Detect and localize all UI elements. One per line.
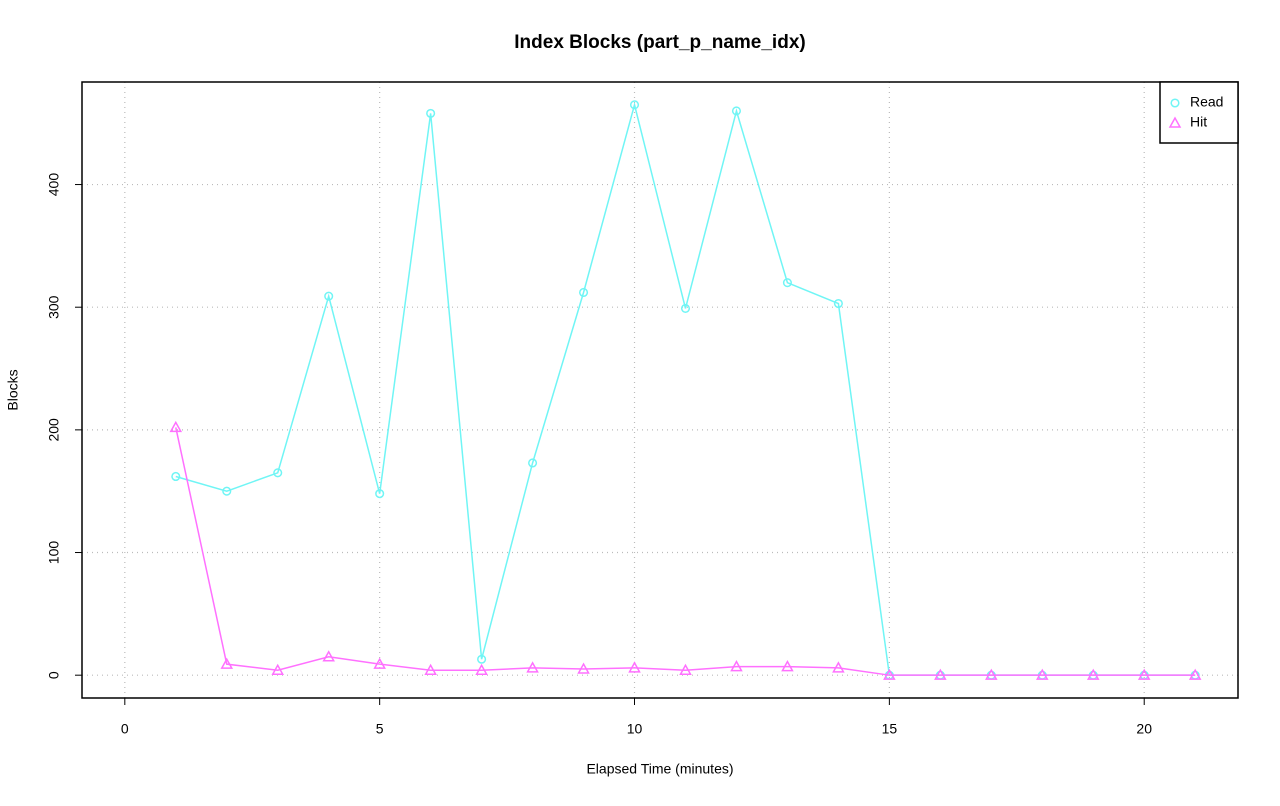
marker: [832, 661, 845, 673]
y-tick-label: 300: [46, 295, 62, 319]
marker: [1188, 668, 1202, 680]
legend-marker: [1170, 98, 1180, 108]
marker: [578, 287, 589, 298]
marker: [424, 663, 437, 676]
y-tick-label: 0: [46, 671, 62, 679]
marker: [1137, 668, 1151, 680]
legend-box: [1159, 81, 1239, 144]
marker: [577, 662, 590, 674]
x-tick-label: 15: [882, 721, 898, 737]
marker: [679, 663, 692, 676]
marker: [680, 303, 691, 313]
marker: [324, 291, 334, 301]
marker: [628, 661, 641, 673]
marker: [528, 458, 538, 468]
marker: [730, 660, 743, 672]
marker: [833, 298, 843, 309]
marker: [1086, 668, 1100, 680]
marker: [782, 278, 792, 288]
x-tick-label: 0: [121, 721, 129, 737]
marker: [526, 661, 539, 673]
y-axis-label: Blocks: [5, 369, 21, 410]
marker: [322, 650, 335, 662]
marker: [426, 108, 436, 118]
legend-label: Read: [1190, 94, 1223, 110]
x-axis-label: Elapsed Time (minutes): [586, 761, 733, 777]
plot-frame: [81, 81, 1239, 699]
marker: [220, 657, 234, 669]
marker: [985, 668, 998, 680]
x-tick-label: 10: [627, 721, 643, 737]
marker: [934, 668, 947, 680]
marker: [1036, 668, 1049, 680]
series-line: [175, 427, 1196, 676]
marker: [883, 668, 896, 680]
y-tick-label: 100: [46, 541, 62, 565]
x-tick-label: 20: [1136, 721, 1152, 737]
marker: [477, 654, 487, 664]
marker: [222, 486, 232, 496]
marker: [781, 660, 794, 672]
chart-title: Index Blocks (part_p_name_idx): [514, 32, 805, 53]
marker: [273, 468, 283, 478]
marker: [373, 657, 386, 669]
marker: [271, 663, 284, 676]
marker: [731, 106, 742, 116]
marker: [375, 489, 385, 499]
marker: [475, 663, 488, 676]
y-tick-label: 400: [46, 173, 62, 197]
marker: [169, 420, 183, 433]
marker: [629, 100, 640, 110]
marker: [171, 471, 181, 482]
legend-label: Hit: [1190, 114, 1207, 130]
y-tick-label: 200: [46, 418, 62, 442]
series-line: [175, 101, 1196, 676]
legend-marker: [1168, 116, 1182, 128]
x-tick-label: 5: [376, 721, 384, 737]
